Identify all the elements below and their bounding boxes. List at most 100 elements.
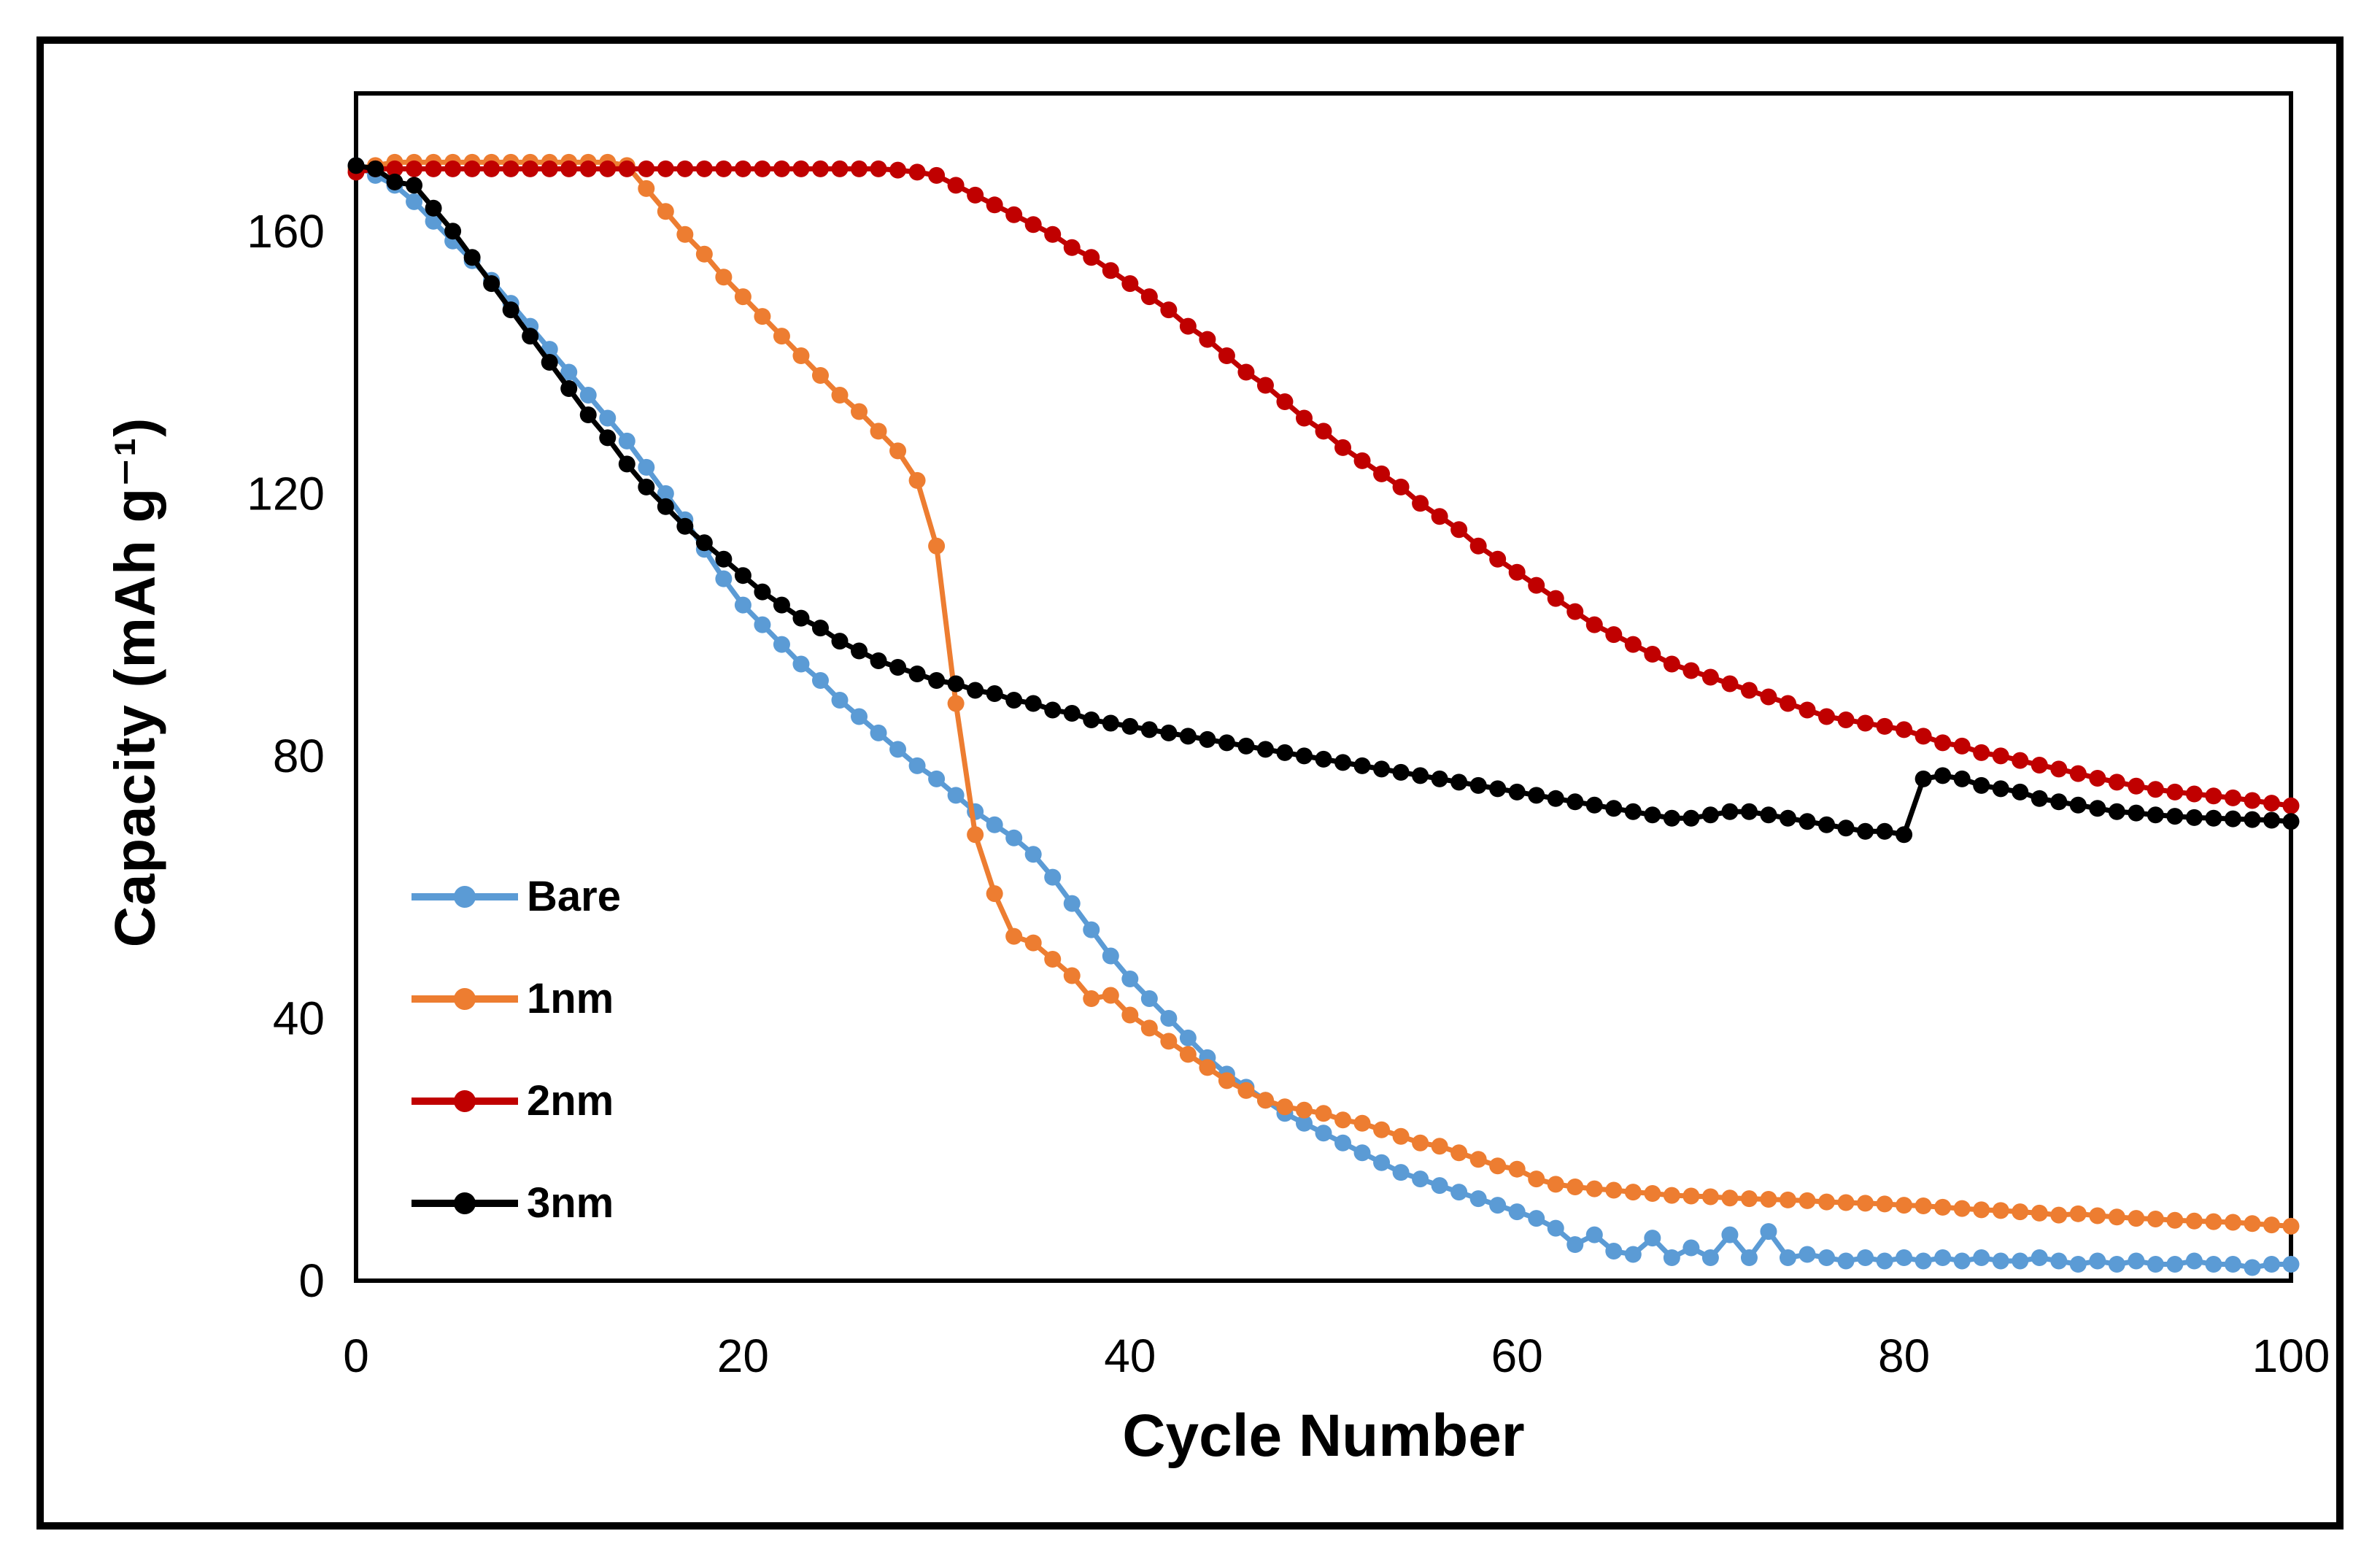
data-point — [1566, 603, 1584, 620]
data-point — [754, 583, 771, 601]
data-point — [2012, 783, 2029, 801]
data-point — [1818, 708, 1836, 725]
data-point — [522, 328, 539, 345]
data-point — [1199, 1059, 1216, 1076]
data-point — [928, 166, 946, 184]
data-point — [1063, 967, 1081, 984]
legend-marker-3nm — [412, 1192, 518, 1214]
data-point — [2205, 787, 2222, 805]
data-point — [792, 609, 810, 627]
data-point — [1334, 1134, 1352, 1152]
data-point — [1528, 1170, 1545, 1188]
data-point — [638, 160, 655, 177]
data-point — [1315, 1125, 1332, 1142]
data-point — [1392, 1164, 1410, 1181]
data-point — [1450, 1144, 1468, 1162]
data-point — [1083, 249, 1100, 266]
data-point — [1179, 1046, 1197, 1063]
data-point — [1779, 1249, 1796, 1267]
data-point — [1160, 724, 1178, 741]
data-point — [1701, 1188, 1719, 1206]
data-point — [1721, 803, 1739, 820]
data-point — [2166, 1211, 2184, 1229]
data-point — [928, 537, 946, 555]
data-point — [1373, 465, 1391, 482]
y-tick-label-160: 160 — [247, 205, 325, 258]
data-point — [2050, 760, 2068, 778]
data-point — [1237, 363, 1255, 381]
data-point — [1721, 1189, 1739, 1207]
data-point — [967, 682, 984, 699]
data-point — [386, 173, 403, 190]
data-point — [1934, 1249, 1952, 1267]
data-point — [1566, 1178, 1584, 1195]
data-point — [1528, 1210, 1545, 1227]
data-point — [2089, 1207, 2106, 1224]
data-point — [1624, 636, 1642, 653]
data-point — [1295, 409, 1313, 427]
data-point — [1140, 1019, 1158, 1037]
data-point — [1818, 816, 1836, 833]
data-point — [986, 816, 1003, 833]
data-point — [1682, 1239, 1700, 1257]
data-point — [502, 160, 519, 177]
data-point — [1992, 1252, 2009, 1270]
y-axis-title: Capacity (mAh g⁻¹) — [102, 417, 167, 948]
data-point — [1005, 829, 1023, 846]
data-point — [1392, 478, 1410, 495]
data-point — [1295, 1114, 1313, 1132]
data-point — [2108, 1208, 2125, 1226]
data-point — [2147, 781, 2164, 798]
data-point — [2263, 811, 2280, 829]
data-point — [1237, 1081, 1255, 1099]
data-point — [2031, 1204, 2048, 1222]
data-point — [425, 199, 442, 217]
legend-marker-bare — [412, 886, 518, 908]
data-point — [1798, 1192, 1816, 1209]
data-point — [1044, 951, 1062, 968]
data-point — [1953, 737, 1971, 755]
data-point — [1005, 927, 1023, 945]
data-point — [1605, 1181, 1623, 1199]
data-point — [2166, 1256, 2184, 1273]
data-point — [2205, 1256, 2222, 1273]
data-point — [618, 455, 635, 473]
data-point — [444, 223, 462, 240]
data-point — [2282, 1256, 2300, 1273]
data-point — [792, 655, 810, 673]
data-point — [1044, 225, 1062, 243]
data-point — [2050, 793, 2068, 811]
data-point — [831, 160, 849, 177]
data-point — [1469, 1190, 1487, 1208]
data-point — [1102, 262, 1119, 279]
data-point — [811, 620, 829, 637]
data-point — [851, 160, 868, 177]
data-point — [1779, 695, 1796, 712]
data-point — [599, 409, 617, 427]
data-point — [1915, 1197, 1932, 1215]
data-point — [811, 672, 829, 690]
data-point — [1412, 1170, 1429, 1188]
data-point — [1179, 317, 1197, 335]
data-point — [1740, 1249, 1758, 1267]
data-point — [618, 432, 635, 450]
data-point — [908, 163, 926, 181]
data-point — [657, 498, 674, 515]
data-point — [2244, 792, 2261, 809]
data-point — [1469, 537, 1487, 555]
data-point — [2128, 777, 2145, 795]
data-point — [1740, 803, 1758, 820]
y-tick-label-120: 120 — [247, 467, 325, 520]
data-point — [928, 672, 946, 690]
data-point — [2128, 1210, 2145, 1227]
data-point — [1857, 714, 1874, 732]
data-point — [889, 442, 907, 460]
data-point — [1140, 721, 1158, 738]
x-tick-label-0: 0 — [343, 1330, 369, 1382]
data-point — [715, 269, 733, 286]
data-point — [1121, 1006, 1139, 1024]
data-point — [638, 478, 655, 495]
data-point — [1585, 796, 1603, 814]
legend-label-1nm: 1nm — [527, 975, 614, 1022]
data-point — [2089, 769, 2106, 787]
